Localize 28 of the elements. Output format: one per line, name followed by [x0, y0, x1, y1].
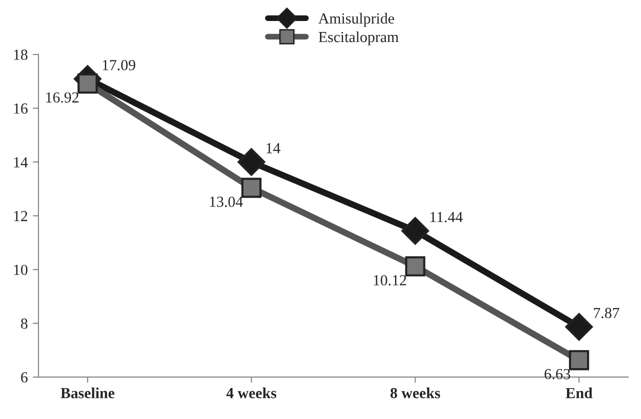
data-label: 6.63 [544, 368, 570, 380]
y-tick-label: 18 [14, 50, 28, 60]
point [241, 178, 262, 198]
y-tick-label: 12 [14, 210, 28, 222]
data-label: 17.09 [102, 60, 136, 70]
point [568, 350, 590, 370]
x-tick-label: End [566, 388, 592, 398]
data-label: 13.04 [210, 196, 243, 207]
point [565, 313, 593, 341]
x-tick-label: 4 weeks [226, 388, 276, 398]
point [238, 148, 266, 176]
data-label: 11.44 [430, 212, 463, 222]
y-tick-label: 6 [21, 372, 28, 383]
point [78, 73, 98, 94]
data-label: 14 [266, 143, 280, 154]
data-label: 16.92 [46, 92, 78, 103]
legend-label: Escitalopram [318, 31, 399, 46]
x-tick-label: 8 weeks [390, 388, 440, 398]
y-tick-label: 8 [20, 318, 28, 329]
y-tick-label: 14 [14, 157, 28, 168]
y-tick-label: 10 [14, 264, 28, 276]
data-label: 7.87 [594, 308, 620, 318]
legend-label: Amisulpride [318, 12, 394, 27]
x-tick-label: Baseline [60, 388, 114, 398]
y-tick-label: 16 [14, 103, 28, 114]
data-label: 10.12 [374, 275, 406, 286]
point [405, 256, 426, 276]
point [401, 217, 430, 245]
